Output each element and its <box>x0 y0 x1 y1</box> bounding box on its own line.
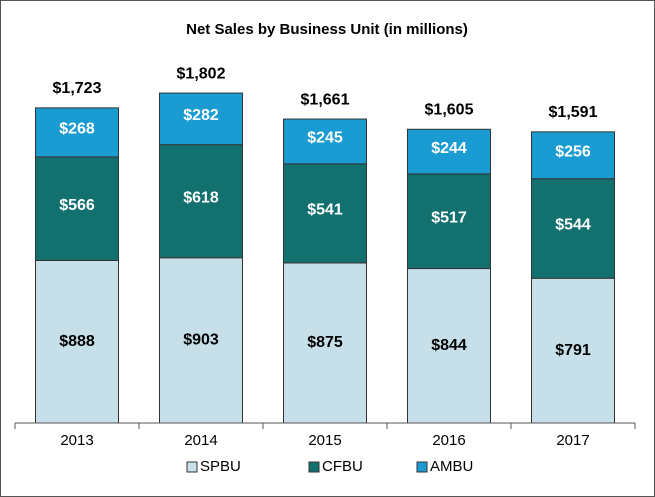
legend-swatch <box>186 461 198 473</box>
x-tick-label: 2016 <box>432 432 465 449</box>
bar-segment <box>283 163 367 264</box>
value-label: $566 <box>59 197 95 214</box>
x-tick-label: 2014 <box>184 432 217 449</box>
value-label: $618 <box>183 189 219 206</box>
value-label: $517 <box>431 209 467 226</box>
legend-label: AMBU <box>430 458 473 475</box>
total-label: $1,591 <box>549 104 598 121</box>
value-label: $282 <box>183 107 219 124</box>
bar-segment <box>159 144 243 259</box>
bar-segment <box>531 178 615 279</box>
bar-segment <box>283 118 367 165</box>
value-label: $875 <box>307 334 343 351</box>
bar-segment <box>159 257 243 424</box>
value-label: $544 <box>555 217 591 234</box>
x-tick-label: 2015 <box>308 432 341 449</box>
bar-segment <box>407 173 491 270</box>
value-label: $256 <box>555 143 591 160</box>
x-tick-label: 2013 <box>60 432 93 449</box>
value-label: $791 <box>555 342 591 359</box>
bar-segment <box>407 268 491 424</box>
bar-segment <box>35 107 119 158</box>
value-label: $903 <box>183 332 219 349</box>
total-label: $1,661 <box>301 91 350 108</box>
value-label: $844 <box>431 337 467 354</box>
x-tick-label: 2017 <box>556 432 589 449</box>
bar-segment <box>407 128 491 175</box>
total-label: $1,605 <box>425 102 474 119</box>
value-label: $888 <box>59 333 95 350</box>
legend-label: SPBU <box>200 458 241 475</box>
legend-label: CFBU <box>322 458 363 475</box>
total-label: $1,723 <box>53 80 102 97</box>
chart-title: Net Sales by Business Unit (in millions) <box>186 21 468 38</box>
value-label: $541 <box>307 202 343 219</box>
value-label: $268 <box>59 121 95 138</box>
legend-swatch <box>416 461 428 473</box>
bar-segment <box>531 131 615 180</box>
bar-segment <box>159 92 243 146</box>
total-label: $1,802 <box>177 65 226 82</box>
value-label: $244 <box>431 140 467 157</box>
legend-swatch <box>308 461 320 473</box>
value-label: $245 <box>307 130 343 147</box>
bar-segment <box>35 259 119 424</box>
bar-segment <box>283 262 367 424</box>
